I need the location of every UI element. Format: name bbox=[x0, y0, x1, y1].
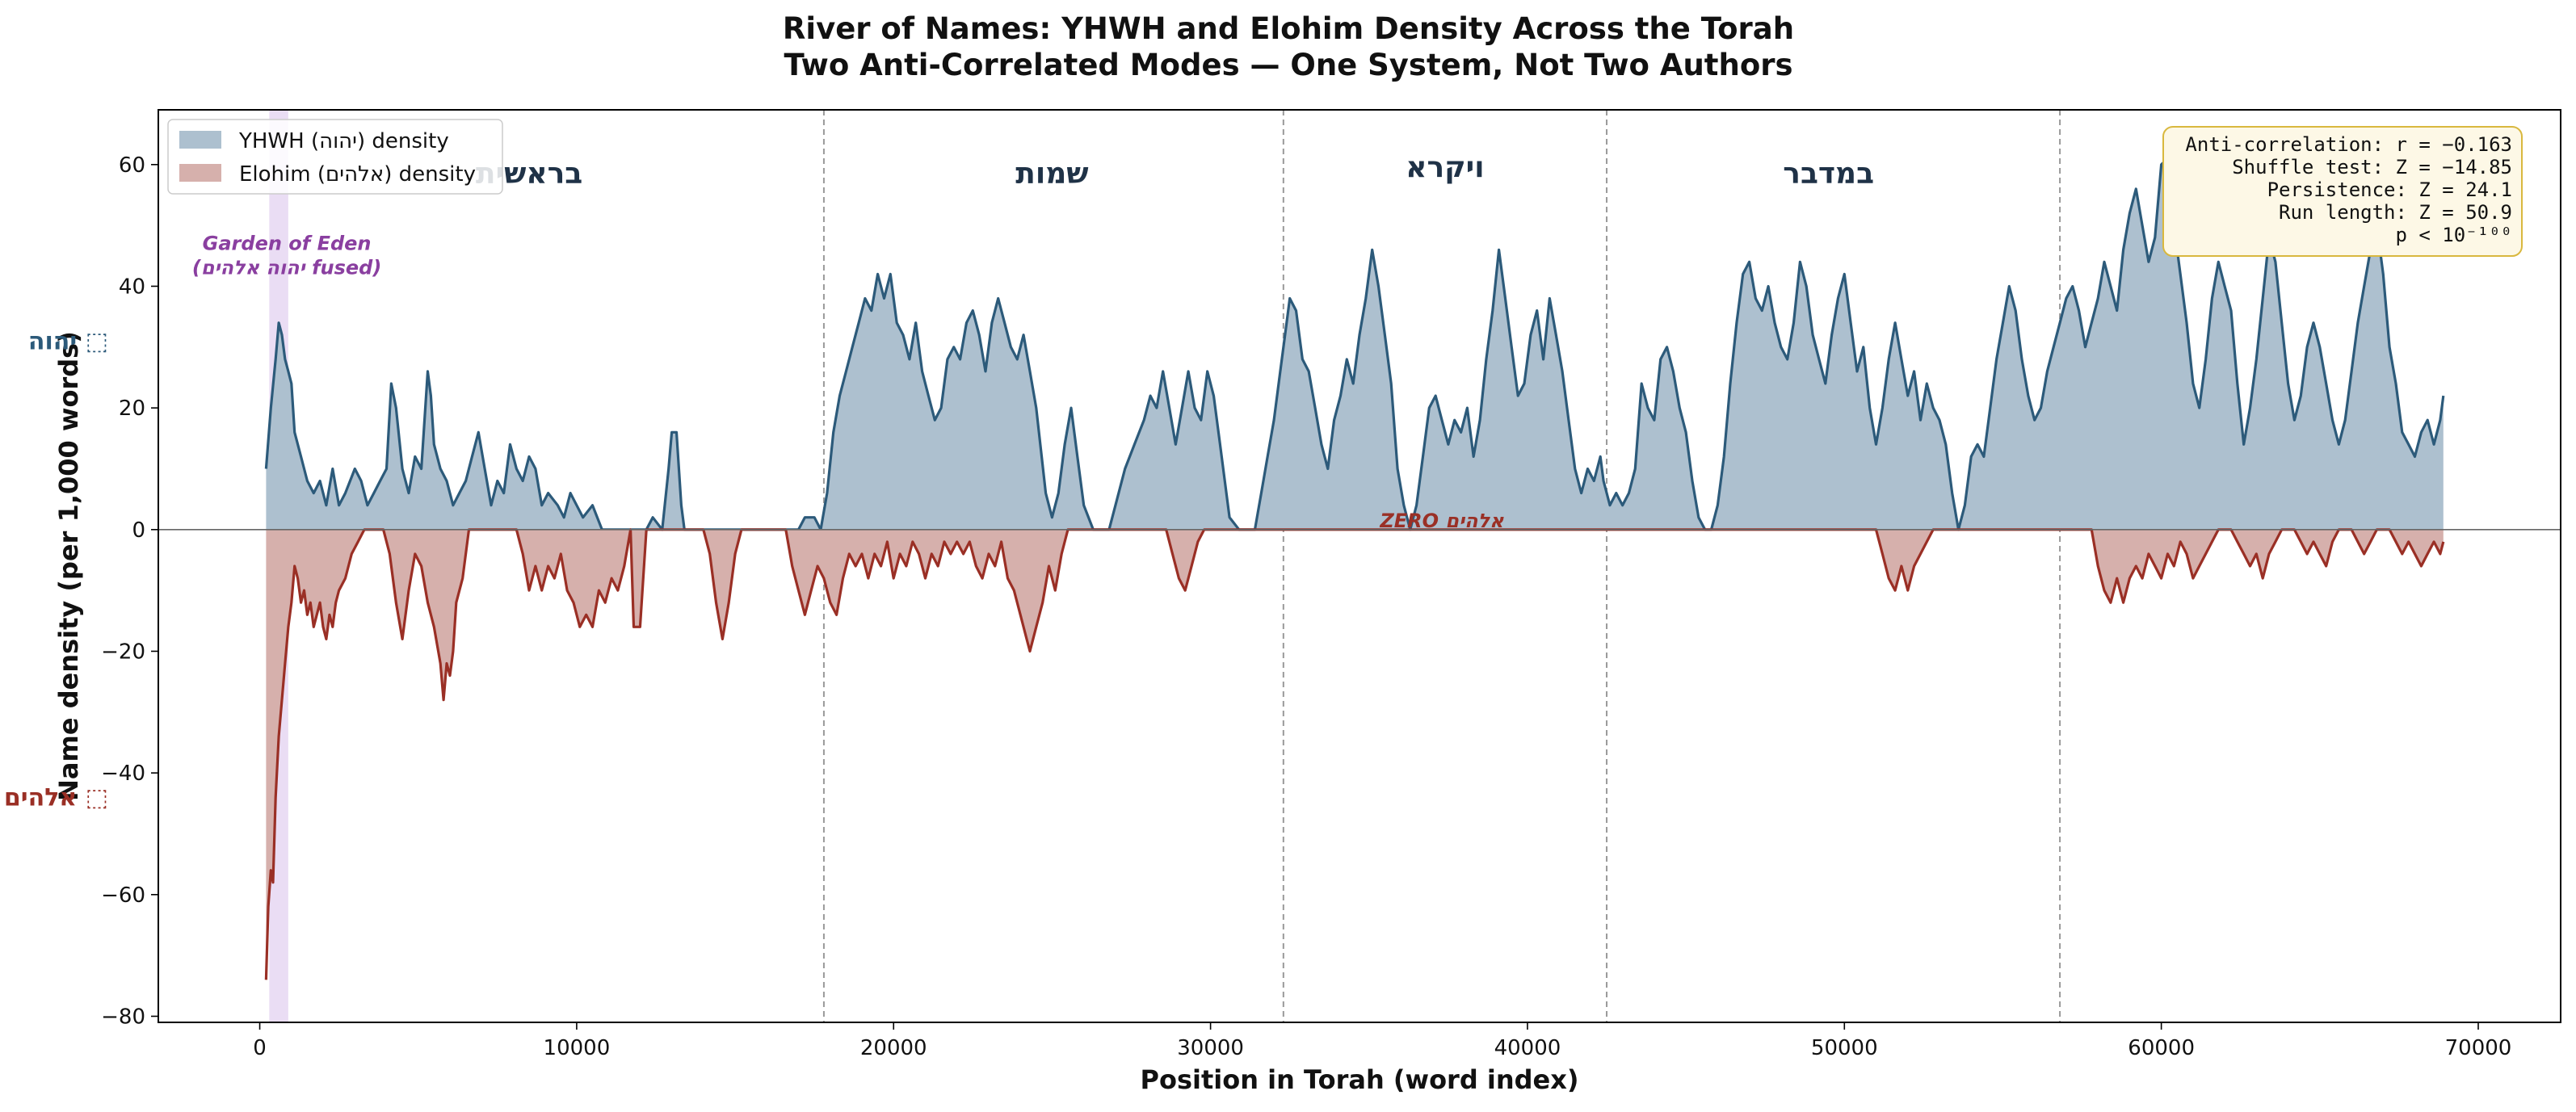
stats-line-shuffle: Shuffle test: Z = −14.85 bbox=[2232, 156, 2512, 178]
eden-label-line2: (יהוה אלהים fused) bbox=[192, 256, 381, 279]
stats-line-anticorrelation: Anti-correlation: r = −0.163 bbox=[2185, 133, 2512, 156]
x-tick-label: 60000 bbox=[2128, 1036, 2195, 1060]
x-tick-label: 70000 bbox=[2445, 1036, 2512, 1060]
y-tick-label: 0 bbox=[132, 518, 145, 543]
stats-box: Anti-correlation: r = −0.163 Shuffle tes… bbox=[2162, 126, 2523, 257]
book-label: במדבר bbox=[1783, 157, 1874, 190]
x-tick-label: 10000 bbox=[544, 1036, 611, 1060]
legend-swatch-yhwh bbox=[179, 131, 221, 149]
book-label: ויקרא bbox=[1406, 151, 1484, 184]
x-tick-label: 20000 bbox=[860, 1036, 927, 1060]
y-tick-label: −80 bbox=[101, 1005, 145, 1029]
x-axis-label: Position in Torah (word index) bbox=[1141, 1064, 1579, 1095]
y-tick-label: 20 bbox=[119, 397, 145, 421]
y-axis-label: Name density (per 1,000 words) bbox=[53, 331, 84, 801]
x-tick-label: 40000 bbox=[1494, 1036, 1561, 1060]
chart-subtitle: Two Anti-Correlated Modes — One System, … bbox=[784, 48, 1792, 82]
yhwh-side-label: יהוה ⬚ bbox=[28, 327, 108, 355]
x-tick-label: 50000 bbox=[1811, 1036, 1878, 1060]
y-tick-label: 60 bbox=[119, 153, 145, 178]
zero-elohim-annotation: ZERO אלהים bbox=[1379, 510, 1504, 532]
elohim-side-label: אלהים ⬚ bbox=[4, 783, 108, 812]
x-tick-label: 0 bbox=[253, 1036, 267, 1060]
y-tick-label: 40 bbox=[119, 275, 145, 299]
eden-label-line1: Garden of Eden bbox=[203, 232, 372, 254]
legend-label-elohim: Elohim (אלהים) density bbox=[239, 162, 476, 187]
x-tick-label: 30000 bbox=[1177, 1036, 1244, 1060]
y-tick-label: −20 bbox=[101, 640, 145, 664]
y-tick-label: −60 bbox=[101, 883, 145, 908]
y-axis-ticks: 60 40 20 0 −20 −40 −60 −80 bbox=[101, 153, 158, 1029]
stats-line-persistence: Persistence: Z = 24.1 bbox=[2267, 178, 2512, 201]
book-label: שמות bbox=[1015, 157, 1088, 190]
legend: YHWH (יהוה) density Elohim (אלהים) densi… bbox=[167, 119, 503, 195]
x-axis-ticks: 0 10000 20000 30000 40000 50000 60000 70000 bbox=[253, 1022, 2511, 1060]
legend-swatch-elohim bbox=[179, 164, 221, 182]
yhwh-series-line bbox=[264, 157, 2445, 531]
stats-box-frame bbox=[2162, 126, 2523, 257]
chart-title: River of Names: YHWH and Elohim Density … bbox=[783, 11, 1794, 46]
legend-label-yhwh: YHWH (יהוה) density bbox=[238, 129, 449, 153]
yhwh-series-area bbox=[266, 158, 2444, 530]
plot-frame bbox=[158, 109, 2561, 1023]
y-tick-label: −40 bbox=[101, 762, 145, 786]
stats-line-run-length: Run length: Z = 50.9 bbox=[2279, 201, 2512, 224]
legend-box bbox=[167, 119, 503, 195]
stats-line-p-value: p < 10⁻¹⁰⁰ bbox=[2396, 224, 2513, 246]
